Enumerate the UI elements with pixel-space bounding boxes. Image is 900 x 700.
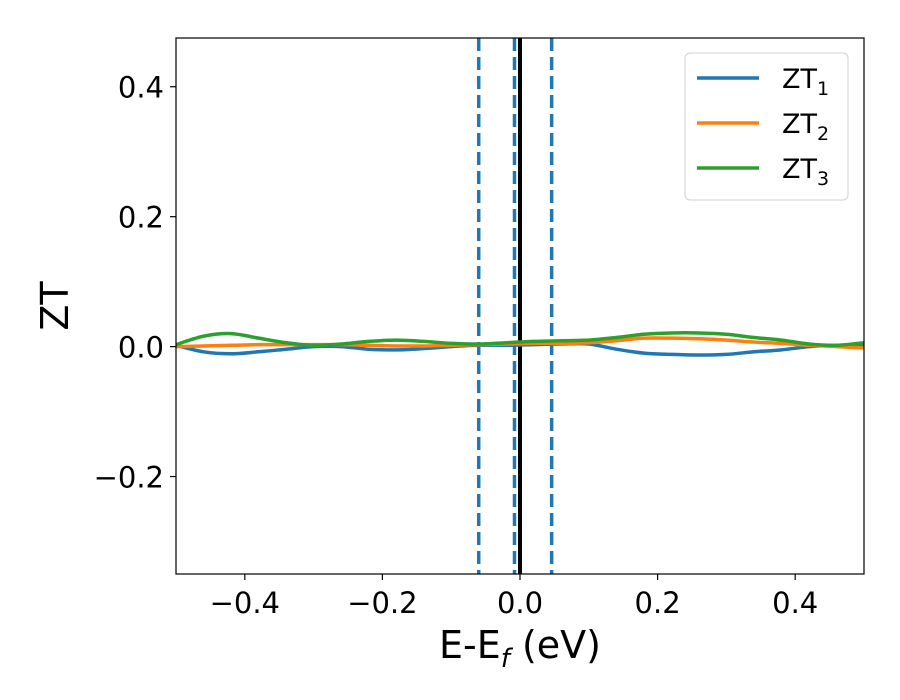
y-tick-label: 0.0 xyxy=(118,331,164,365)
x-axis-label-unit: (eV) xyxy=(510,623,601,667)
x-axis-label: E-Ef (eV) xyxy=(439,623,601,674)
reference-lines xyxy=(476,38,554,574)
x-axis-label-main: E-E xyxy=(439,623,501,667)
y-tick-label: 0.2 xyxy=(118,201,164,235)
legend: ZT1 ZT2 ZT3 xyxy=(684,52,849,201)
legend-label-zt3: ZT3 xyxy=(782,154,829,190)
y-axis-label: ZT xyxy=(33,281,77,331)
legend-label-zt1: ZT1 xyxy=(782,64,829,100)
x-tick-label: 0.4 xyxy=(772,586,818,620)
x-tick-label: −0.2 xyxy=(347,586,417,620)
legend-label-zt2: ZT2 xyxy=(782,109,829,145)
x-tick-label: −0.4 xyxy=(210,586,280,620)
y-axis-ticks: −0.2 0.0 0.2 0.4 xyxy=(94,71,176,495)
series-line-zt3 xyxy=(176,331,864,348)
legend-frame xyxy=(684,52,849,201)
y-tick-label: −0.2 xyxy=(94,461,164,495)
y-tick-label: 0.4 xyxy=(118,71,164,105)
x-tick-label: 0.2 xyxy=(635,586,681,620)
x-tick-label: 0.0 xyxy=(497,586,543,620)
x-axis-ticks: −0.4 −0.2 0.0 0.2 0.4 xyxy=(210,574,818,620)
series-lines xyxy=(176,331,864,357)
